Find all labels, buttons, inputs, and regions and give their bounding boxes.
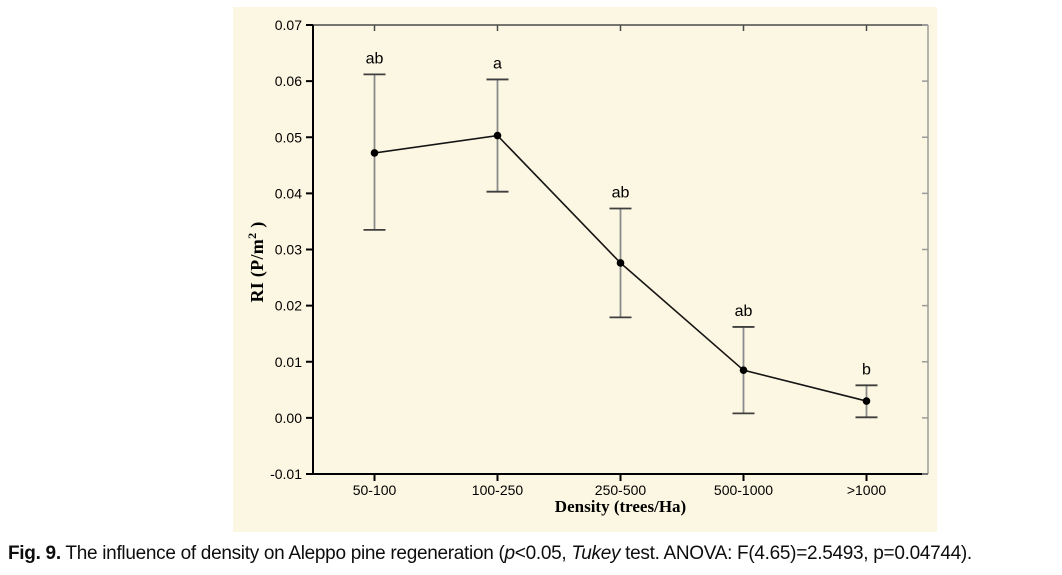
figure-caption: Fig. 9. The influence of density on Alep… (8, 542, 1056, 566)
data-point (862, 397, 871, 405)
y-axis-title-text: RI (P/m (247, 238, 267, 303)
y-axis-title-superscript: 2 (245, 232, 259, 239)
caption-text-3: test. ANOVA: F(4.65)=2.5493, p=0.04744). (620, 543, 972, 564)
y-axis-title-close: ) (247, 221, 267, 233)
y-tick-label: 0.03 (275, 242, 302, 258)
x-axis-title: Density (trees/Ha) (554, 497, 687, 516)
y-tick-label: 0.01 (275, 354, 302, 370)
caption-italic-tukey: Tukey (571, 543, 621, 564)
y-tick-label: 0.02 (275, 298, 302, 314)
significance-letter: ab (612, 185, 630, 202)
chart-panel (233, 7, 937, 532)
data-point (493, 131, 502, 140)
significance-letter: b (862, 361, 871, 378)
x-tick-label: 500-1000 (714, 482, 773, 498)
data-point (739, 366, 748, 374)
x-tick-label: >1000 (847, 482, 887, 498)
x-tick-label: 100-250 (472, 482, 524, 498)
y-tick-label: 0.05 (275, 129, 302, 145)
data-point (616, 259, 625, 267)
x-tick-label: 250-500 (595, 482, 647, 498)
y-axis-title: RI (P/m2 ) (245, 152, 269, 372)
x-tick-label: 50-100 (353, 482, 397, 498)
caption-text-2: <0.05, (514, 543, 572, 564)
y-tick-label: 0.06 (275, 73, 302, 89)
caption-fig-label: Fig. 9. (8, 543, 61, 564)
y-tick-label: 0.04 (275, 185, 302, 201)
caption-text-1: The influence of density on Aleppo pine … (60, 543, 505, 564)
significance-letter: ab (735, 303, 753, 320)
significance-letter: ab (366, 50, 384, 67)
y-tick-label: -0.01 (270, 466, 302, 482)
data-point (370, 149, 379, 157)
caption-italic-p: p (504, 543, 516, 564)
y-tick-label: 0.07 (275, 17, 302, 33)
significance-letter: a (493, 55, 502, 72)
y-tick-label: 0.00 (275, 410, 302, 426)
